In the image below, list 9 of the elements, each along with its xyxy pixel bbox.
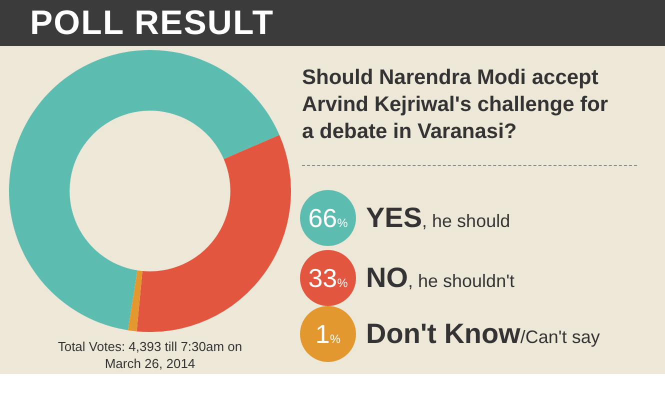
legend-label: NO, he shouldn't	[366, 262, 515, 293]
chart-title: POLL RESULT	[30, 4, 274, 43]
text: Should Narendra Modi accept Arvind Kejriwal's challenge for a debate in Varanasi?	[302, 65, 610, 145]
data-label: 33%	[308, 262, 348, 292]
legend-label: YES, he should	[366, 202, 510, 233]
text: Total Votes: 4,393 till 7:30am on March 26, 2014	[56, 338, 244, 372]
data-label: 1%	[315, 318, 341, 348]
legend-label: Don't Know/Can't say	[366, 318, 600, 349]
data-label: 66%	[308, 202, 348, 232]
